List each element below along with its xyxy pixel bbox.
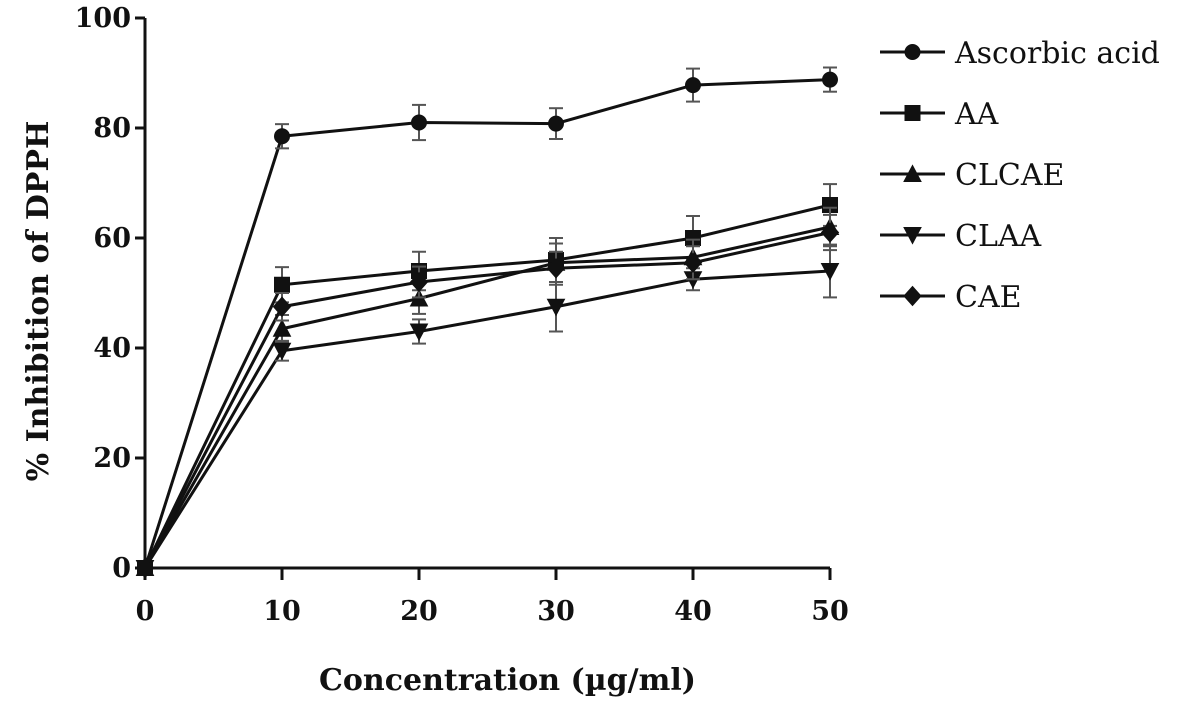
legend-marker <box>903 227 922 245</box>
data-point <box>685 77 701 94</box>
legend-label: CAE <box>955 280 1022 315</box>
axes <box>143 18 830 570</box>
data-point <box>822 71 838 88</box>
y-tick-label: 60 <box>93 223 131 254</box>
data-point <box>548 115 564 132</box>
data-point <box>274 128 290 145</box>
series-ascorbic-acid <box>137 66 838 576</box>
series-layer <box>135 66 840 579</box>
y-tick-label: 20 <box>93 443 131 474</box>
legend-item: CAE <box>880 280 1022 315</box>
data-point <box>409 323 429 342</box>
x-tick-label: 50 <box>811 596 849 627</box>
y-tick-label: 100 <box>75 3 131 34</box>
data-point <box>135 557 155 579</box>
x-tick-label: 20 <box>400 596 438 627</box>
data-point <box>820 263 840 281</box>
y-axis-title: % Inhibition of DPPH <box>21 121 56 482</box>
y-tick-label: 40 <box>93 333 131 364</box>
series-line-clcae <box>143 225 831 569</box>
x-tick-label: 40 <box>674 596 712 627</box>
series-line-claa <box>143 269 831 569</box>
legend-label: CLAA <box>955 219 1042 254</box>
series-cae <box>135 213 840 579</box>
legend-marker <box>903 164 922 182</box>
data-point <box>272 342 292 361</box>
data-point <box>272 296 292 317</box>
legend-marker <box>904 44 921 60</box>
series-line-aa <box>143 203 831 569</box>
series-line-cae <box>143 231 831 569</box>
legend-item: Ascorbic acid <box>880 36 1160 71</box>
data-point <box>274 276 290 293</box>
y-tick-label: 80 <box>93 113 131 144</box>
series-claa <box>135 243 840 578</box>
series-line-ascorbic-acid <box>143 78 831 569</box>
legend: Ascorbic acid AA CLCAE CLAA CAE <box>880 36 1160 315</box>
y-tick-label: 0 <box>112 553 131 584</box>
legend-label: AA <box>954 97 999 132</box>
x-tick-label: 10 <box>263 596 301 627</box>
data-point <box>820 222 840 243</box>
legend-marker <box>903 285 922 307</box>
x-axis-title: Concentration (µg/ml) <box>319 663 696 698</box>
x-tick-label: 30 <box>537 596 575 627</box>
data-point <box>272 319 292 337</box>
legend-item: CLAA <box>880 219 1042 254</box>
legend-label: CLCAE <box>955 158 1064 193</box>
x-tick-label: 0 <box>136 596 155 627</box>
data-point <box>546 298 566 317</box>
data-point <box>409 271 429 293</box>
data-point <box>411 114 427 131</box>
legend-item: CLCAE <box>880 158 1064 193</box>
legend-item: AA <box>880 97 999 132</box>
x-axis-ticks: 0 10 20 30 40 50 <box>136 568 849 627</box>
y-axis-ticks: 0 20 40 60 80 100 <box>75 3 145 584</box>
legend-label: Ascorbic acid <box>954 36 1160 71</box>
data-point <box>683 252 703 273</box>
legend-marker <box>904 105 921 121</box>
data-point <box>546 258 566 279</box>
